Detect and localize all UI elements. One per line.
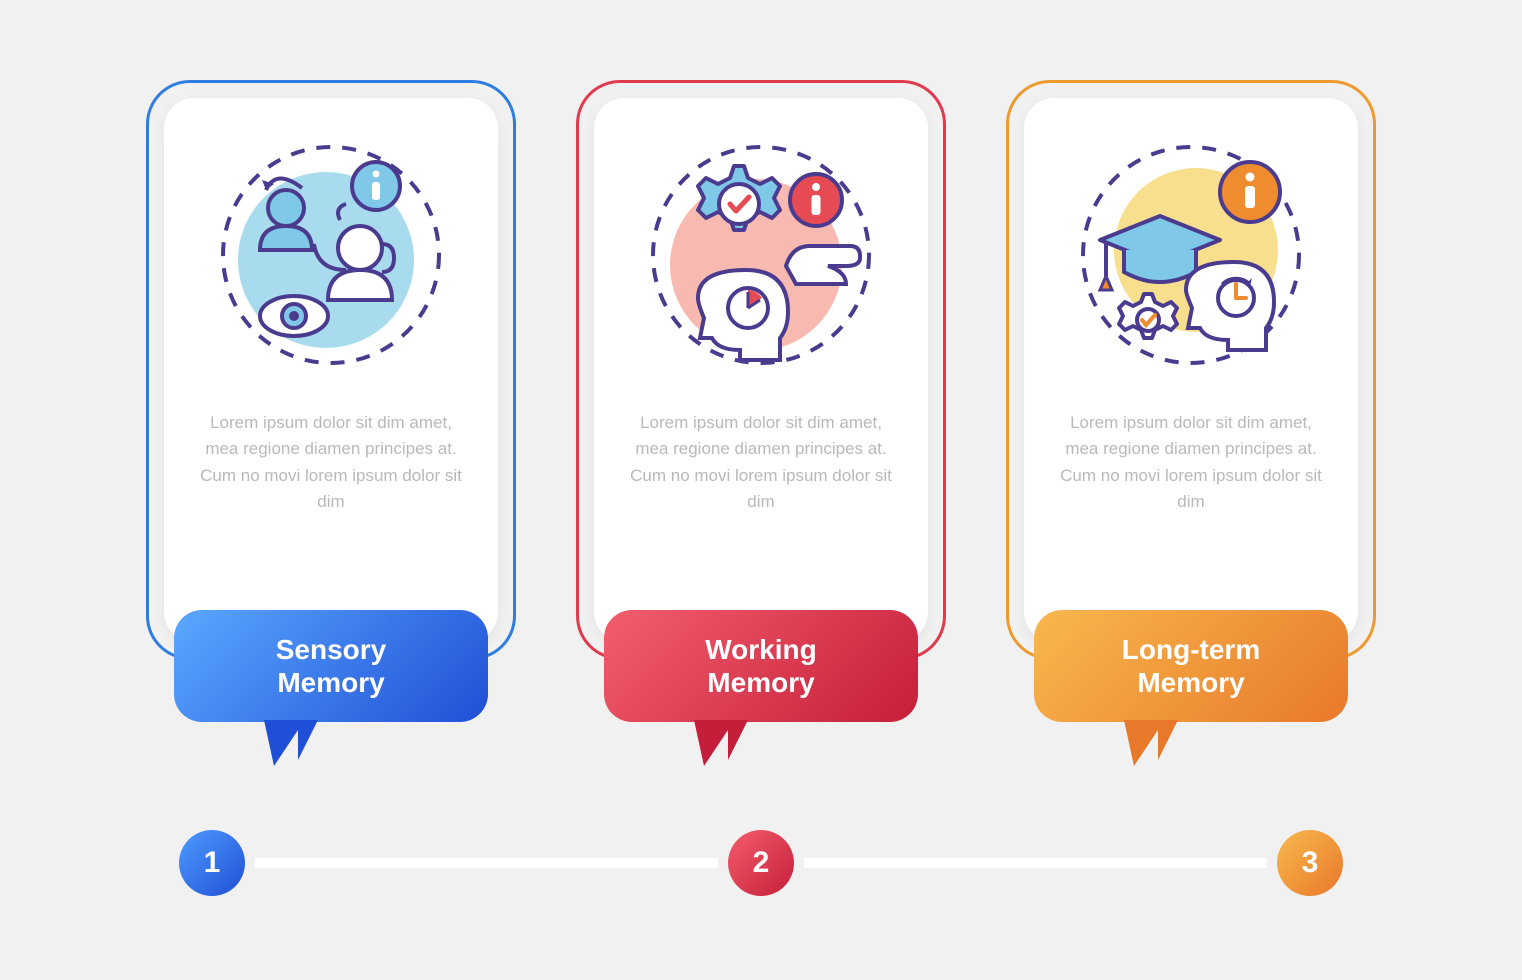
card-sensory: Lorem ipsum dolor sit dim amet, mea regi… — [146, 80, 516, 660]
title-bubble: Working Memory — [604, 610, 918, 746]
step-badge-1: 1 — [179, 830, 245, 896]
sensory-memory-icon — [206, 130, 456, 380]
bubble-tail-icon — [264, 720, 318, 780]
working-memory-icon — [636, 130, 886, 380]
title-bubble-body: Long-term Memory — [1034, 610, 1348, 722]
card-longterm: Lorem ipsum dolor sit dim amet, mea regi… — [1006, 80, 1376, 660]
title-line1: Sensory — [276, 634, 387, 665]
title-line2: Memory — [707, 667, 814, 698]
step-number: 1 — [204, 846, 221, 880]
step-badge-2: 2 — [728, 830, 794, 896]
card-description: Lorem ipsum dolor sit dim amet, mea regi… — [622, 410, 900, 515]
longterm-memory-icon — [1066, 130, 1316, 380]
step-number: 3 — [1302, 846, 1319, 880]
title-line1: Working — [705, 634, 816, 665]
title-line2: Memory — [277, 667, 384, 698]
infographic-stage: Lorem ipsum dolor sit dim amet, mea regi… — [0, 0, 1522, 980]
title-bubble-body: Sensory Memory — [174, 610, 488, 722]
title-bubble: Sensory Memory — [174, 610, 488, 746]
card-description: Lorem ipsum dolor sit dim amet, mea regi… — [192, 410, 470, 515]
bubble-tail-icon — [1124, 720, 1178, 780]
title-bubble: Long-term Memory — [1034, 610, 1348, 746]
title-line2: Memory — [1137, 667, 1244, 698]
step-number: 2 — [753, 846, 770, 880]
card-description: Lorem ipsum dolor sit dim amet, mea regi… — [1052, 410, 1330, 515]
title-bubble-body: Working Memory — [604, 610, 918, 722]
title-line1: Long-term — [1122, 634, 1260, 665]
step-badge-3: 3 — [1277, 830, 1343, 896]
card-working: Lorem ipsum dolor sit dim amet, mea regi… — [576, 80, 946, 660]
bubble-tail-icon — [694, 720, 748, 780]
